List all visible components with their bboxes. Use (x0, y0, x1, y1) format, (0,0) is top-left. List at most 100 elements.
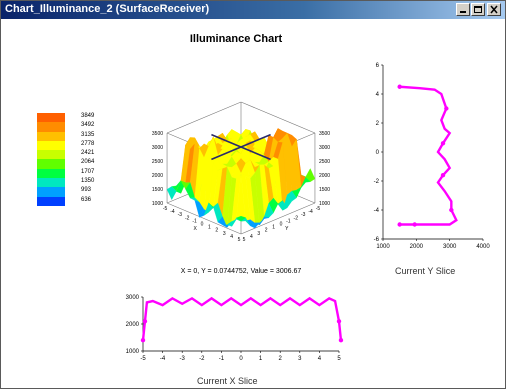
x-slice-line (141, 296, 343, 341)
y-slice-title: Current Y Slice (395, 266, 456, 276)
y-slice-line (399, 85, 458, 226)
z-tick-left: 1500 (152, 187, 163, 193)
minimize-button[interactable] (456, 3, 470, 16)
y-tick: 5 (243, 237, 246, 243)
x-tick: -1 (192, 218, 197, 224)
x-tick: 0 (201, 222, 204, 228)
legend-label: 3135 (81, 131, 95, 138)
x-tick-label: 3 (298, 356, 302, 362)
legend-swatch (37, 131, 65, 141)
x-tick-label: 1000 (376, 244, 390, 250)
x-tick-label: 2 (279, 356, 283, 362)
y-tick: 1 (272, 225, 275, 231)
legend-label: 2064 (81, 159, 95, 166)
z-tick-left: 2500 (152, 159, 163, 165)
z-tick-right: 2000 (319, 173, 330, 179)
x-slice-point (336, 319, 342, 324)
x-tick-label: -1 (219, 356, 225, 362)
legend-swatch (37, 196, 65, 206)
y-slice-point (440, 141, 446, 146)
y-tick: -3 (301, 212, 306, 218)
x-slice-title: Current X Slice (197, 376, 258, 386)
y-tick: 4 (250, 234, 253, 240)
legend-swatch (37, 187, 65, 197)
y-slice-point (397, 222, 402, 227)
x-slice-point (338, 338, 344, 343)
y-tick-label: 1000 (126, 349, 140, 355)
x-tick: -4 (170, 209, 175, 215)
y-tick-label: -4 (374, 208, 380, 214)
close-button[interactable] (487, 3, 501, 16)
legend-label: 993 (81, 187, 92, 194)
z-tick-right: 2500 (319, 159, 330, 165)
cursor-readout: X = 0, Y = 0.0744752, Value = 3006.67 (180, 268, 302, 275)
legend-label: 2421 (81, 150, 95, 157)
x-tick-label: 4000 (476, 244, 490, 250)
legend-swatch (37, 140, 65, 151)
z-tick-right: 3000 (319, 145, 330, 151)
x-tick-label: -4 (160, 356, 166, 362)
crosshair-y (211, 133, 271, 161)
y-tick-label: 0 (376, 150, 380, 156)
x-tick-label: -3 (180, 356, 186, 362)
y-slice-point (412, 222, 417, 227)
legend-label: 636 (81, 196, 92, 203)
y-tick-label: -2 (374, 179, 380, 185)
legend-swatch (37, 178, 65, 188)
z-tick-right: 1000 (319, 201, 330, 207)
x-tick: -2 (185, 215, 190, 221)
y-tick: 3 (257, 231, 260, 237)
x-tick-label: 0 (239, 356, 243, 362)
legend-label: 2778 (81, 140, 95, 147)
x-tick: 4 (230, 234, 233, 240)
legend-swatch (37, 168, 65, 179)
surface-mesh (166, 128, 316, 229)
z-tick-left: 2000 (152, 173, 163, 179)
y-tick: -1 (286, 218, 291, 224)
x-tick-label: 2000 (410, 244, 424, 250)
y-tick-label: 2000 (126, 322, 140, 328)
y-slice-point (397, 84, 402, 89)
box-edge (166, 101, 242, 134)
x-slice-chart: 3000 2000 1000-5 -4 -3 -2 -1 0 1 2 3 4 5 (126, 295, 344, 362)
legend-swatch (37, 113, 65, 123)
x-tick: -3 (178, 212, 183, 218)
legend-label: 3492 (81, 122, 95, 129)
y-slice-point (444, 106, 449, 111)
y-axis-letter: Y (285, 226, 289, 232)
x-slice-point (140, 338, 146, 343)
legend-swatch (37, 122, 65, 132)
x-slice-point (142, 319, 148, 324)
box-edge (240, 202, 316, 235)
y-tick: 0 (280, 222, 283, 228)
z-tick-right: 1500 (319, 187, 330, 193)
box-edge (240, 101, 316, 134)
y-slice-point (449, 207, 454, 213)
x-tick-label: 1 (259, 356, 263, 362)
surface-cell (236, 216, 246, 222)
x-tick-label: 4 (318, 356, 322, 362)
minimize-icon (460, 11, 466, 13)
z-tick-right: 3500 (319, 131, 330, 137)
chart-title: Illuminance Chart (189, 33, 283, 45)
window-title: Chart_Illuminance_2 (SurfaceReceiver) (5, 3, 210, 15)
box-edge (166, 202, 242, 235)
x-tick: 3 (223, 231, 226, 237)
x-axis-letter: X (193, 226, 197, 232)
y-tick-label: 2 (376, 121, 380, 127)
legend-label: 1707 (81, 168, 95, 175)
y-tick: -4 (308, 209, 313, 215)
legend-label: 1350 (81, 178, 95, 185)
surface-3d-plot[interactable]: 3500300025002000150010003500300025002000… (91, 55, 431, 295)
z-tick-left: 3500 (152, 131, 163, 137)
x-tick: 2 (215, 228, 218, 234)
legend-label: 3849 (81, 113, 95, 119)
y-tick-label: 6 (376, 63, 380, 69)
x-tick-label: 5 (337, 356, 341, 362)
y-tick: -5 (316, 206, 321, 212)
maximize-button[interactable] (471, 3, 485, 16)
x-tick: 5 (238, 237, 241, 243)
title-bar[interactable]: Chart_Illuminance_2 (SurfaceReceiver) (1, 1, 505, 19)
